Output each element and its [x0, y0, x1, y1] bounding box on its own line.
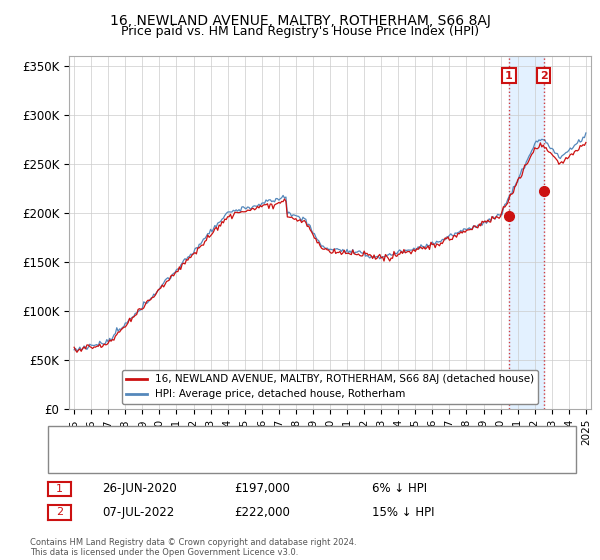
Text: 15% ↓ HPI: 15% ↓ HPI	[372, 506, 434, 519]
Text: 26-JUN-2020: 26-JUN-2020	[102, 482, 177, 496]
Text: Price paid vs. HM Land Registry's House Price Index (HPI): Price paid vs. HM Land Registry's House …	[121, 25, 479, 38]
Text: Contains HM Land Registry data © Crown copyright and database right 2024.
This d: Contains HM Land Registry data © Crown c…	[30, 538, 356, 557]
Legend: 16, NEWLAND AVENUE, MALTBY, ROTHERHAM, S66 8AJ (detached house), HPI: Average pr: 16, NEWLAND AVENUE, MALTBY, ROTHERHAM, S…	[122, 370, 538, 404]
Text: 2: 2	[56, 507, 63, 517]
Text: 07-JUL-2022: 07-JUL-2022	[102, 506, 174, 519]
Text: 1: 1	[56, 484, 63, 494]
Text: 16, NEWLAND AVENUE, MALTBY, ROTHERHAM, S66 8AJ (detached house): 16, NEWLAND AVENUE, MALTBY, ROTHERHAM, S…	[120, 435, 499, 445]
Bar	[509, 56, 544, 409]
Text: ─────: ─────	[78, 455, 115, 469]
Text: £197,000: £197,000	[234, 482, 290, 496]
Text: 1: 1	[505, 71, 513, 81]
Text: £222,000: £222,000	[234, 506, 290, 519]
Text: 16, NEWLAND AVENUE, MALTBY, ROTHERHAM, S66 8AJ: 16, NEWLAND AVENUE, MALTBY, ROTHERHAM, S…	[110, 14, 490, 28]
Text: 6% ↓ HPI: 6% ↓ HPI	[372, 482, 427, 496]
Text: 2: 2	[540, 71, 547, 81]
Text: ─────: ─────	[78, 433, 115, 446]
Text: HPI: Average price, detached house, Rotherham: HPI: Average price, detached house, Roth…	[120, 457, 370, 467]
